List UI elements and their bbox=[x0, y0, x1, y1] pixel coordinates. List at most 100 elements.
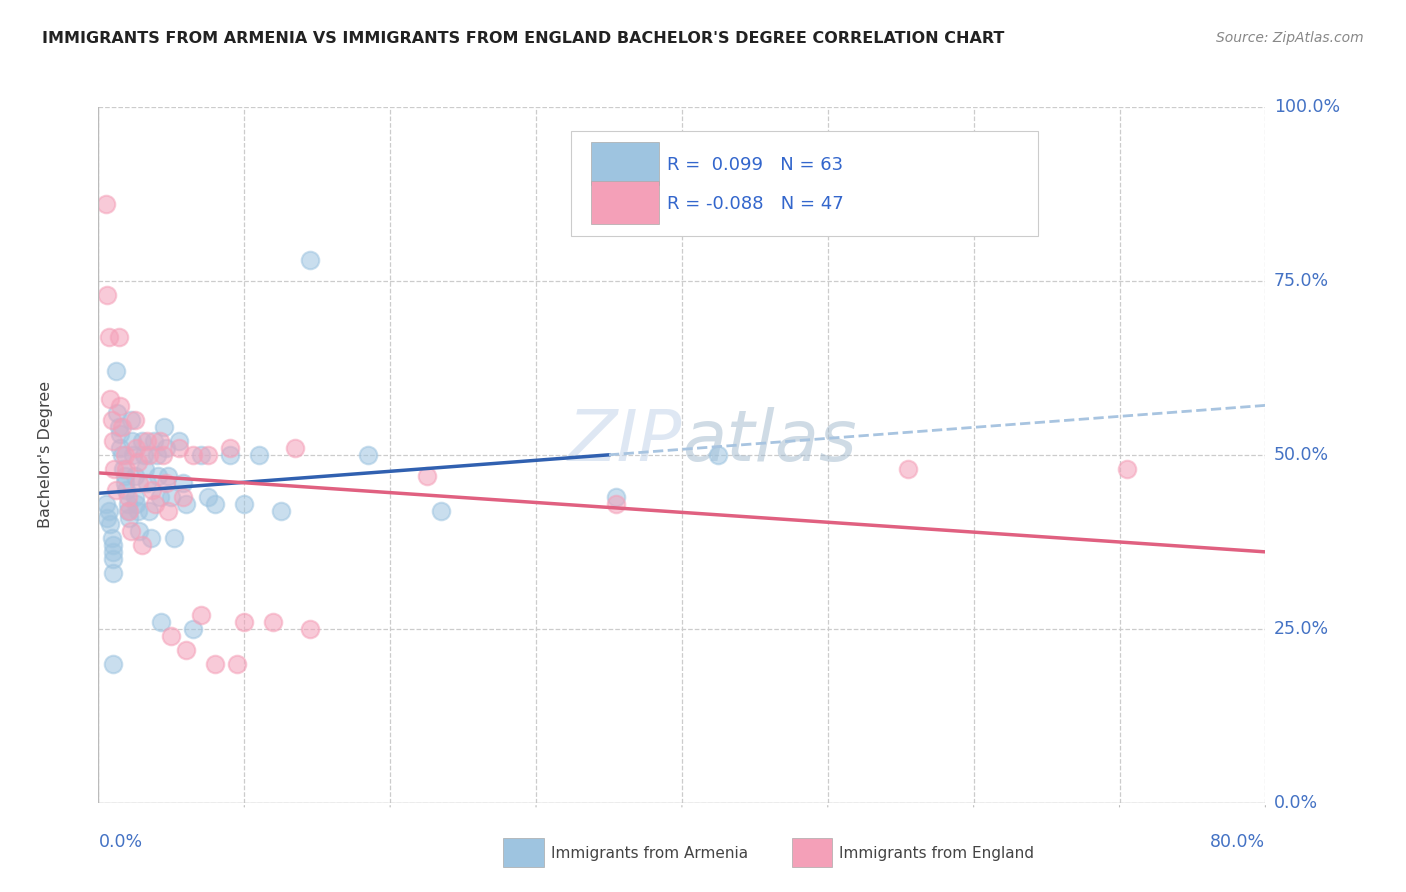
Point bbox=[117, 503, 139, 517]
Point bbox=[138, 503, 160, 517]
Point bbox=[149, 434, 172, 448]
Point bbox=[218, 448, 240, 462]
Point bbox=[298, 253, 321, 268]
Text: 80.0%: 80.0% bbox=[1211, 833, 1265, 851]
Point bbox=[110, 427, 132, 442]
Point bbox=[163, 532, 186, 546]
Point bbox=[415, 468, 437, 483]
Point bbox=[152, 448, 174, 462]
Point bbox=[218, 441, 240, 455]
Point bbox=[181, 622, 204, 636]
Point bbox=[204, 497, 226, 511]
Point bbox=[121, 434, 143, 448]
Point bbox=[143, 497, 166, 511]
Point bbox=[118, 510, 141, 524]
Point bbox=[167, 441, 190, 455]
Text: 100.0%: 100.0% bbox=[1274, 98, 1340, 116]
Point bbox=[146, 448, 169, 462]
Point bbox=[100, 532, 122, 546]
Point bbox=[104, 483, 127, 497]
Point bbox=[118, 503, 141, 517]
Point bbox=[148, 468, 170, 483]
Text: IMMIGRANTS FROM ARMENIA VS IMMIGRANTS FROM ENGLAND BACHELOR'S DEGREE CORRELATION: IMMIGRANTS FROM ARMENIA VS IMMIGRANTS FR… bbox=[42, 31, 1004, 46]
Point bbox=[125, 497, 148, 511]
Point bbox=[605, 490, 627, 504]
Text: 25.0%: 25.0% bbox=[1274, 620, 1329, 638]
Point bbox=[226, 657, 249, 671]
Point bbox=[160, 490, 183, 504]
Point bbox=[96, 510, 118, 524]
Point bbox=[124, 468, 146, 483]
Point bbox=[101, 552, 124, 566]
Text: 0.0%: 0.0% bbox=[1274, 794, 1317, 812]
Point bbox=[270, 503, 292, 517]
Point bbox=[128, 524, 150, 539]
Text: ZIP: ZIP bbox=[568, 407, 682, 475]
Text: 0.0%: 0.0% bbox=[98, 833, 142, 851]
Point bbox=[117, 497, 139, 511]
Point bbox=[142, 434, 165, 448]
Point bbox=[104, 364, 127, 378]
Point bbox=[141, 483, 163, 497]
Text: Immigrants from England: Immigrants from England bbox=[839, 847, 1035, 861]
Point bbox=[135, 434, 157, 448]
Point bbox=[101, 657, 124, 671]
Point bbox=[125, 441, 148, 455]
Point bbox=[430, 503, 453, 517]
Point bbox=[155, 441, 177, 455]
Point bbox=[233, 497, 256, 511]
Point bbox=[110, 399, 132, 413]
Point bbox=[160, 629, 183, 643]
Point bbox=[105, 406, 128, 420]
Point bbox=[172, 490, 194, 504]
Point bbox=[110, 441, 132, 455]
Point bbox=[139, 532, 162, 546]
Point bbox=[97, 503, 120, 517]
Point bbox=[153, 420, 176, 434]
Point bbox=[124, 490, 146, 504]
Point bbox=[204, 657, 226, 671]
FancyBboxPatch shape bbox=[571, 131, 1038, 235]
Point bbox=[101, 566, 124, 581]
Point bbox=[157, 468, 180, 483]
Point bbox=[233, 615, 256, 629]
Text: R =  0.099   N = 63: R = 0.099 N = 63 bbox=[666, 156, 842, 174]
Point bbox=[98, 517, 121, 532]
Point bbox=[108, 420, 131, 434]
Point bbox=[190, 448, 212, 462]
Point bbox=[127, 455, 149, 469]
Point bbox=[155, 475, 177, 490]
Point bbox=[149, 490, 172, 504]
Point bbox=[101, 538, 124, 552]
Text: 50.0%: 50.0% bbox=[1274, 446, 1329, 464]
Point bbox=[262, 615, 284, 629]
Point bbox=[114, 475, 136, 490]
Point bbox=[111, 420, 134, 434]
FancyBboxPatch shape bbox=[591, 142, 658, 185]
Point bbox=[167, 434, 190, 448]
Text: 75.0%: 75.0% bbox=[1274, 272, 1329, 290]
Point bbox=[197, 490, 219, 504]
Point bbox=[190, 607, 212, 622]
Point bbox=[101, 545, 124, 559]
Point bbox=[112, 462, 135, 476]
Point bbox=[172, 475, 194, 490]
Point bbox=[117, 490, 139, 504]
Text: Bachelor's Degree: Bachelor's Degree bbox=[38, 382, 53, 528]
Point bbox=[605, 497, 627, 511]
Point bbox=[197, 448, 219, 462]
Point bbox=[115, 462, 138, 476]
Point bbox=[174, 497, 197, 511]
Point bbox=[298, 622, 321, 636]
Point bbox=[127, 503, 149, 517]
Point bbox=[357, 448, 380, 462]
Point bbox=[134, 462, 156, 476]
Point bbox=[120, 413, 142, 427]
Text: Immigrants from Armenia: Immigrants from Armenia bbox=[551, 847, 748, 861]
Point bbox=[124, 413, 146, 427]
Point bbox=[897, 462, 920, 476]
Point bbox=[132, 448, 155, 462]
Text: atlas: atlas bbox=[682, 407, 856, 475]
Point bbox=[114, 468, 136, 483]
Point bbox=[131, 538, 153, 552]
